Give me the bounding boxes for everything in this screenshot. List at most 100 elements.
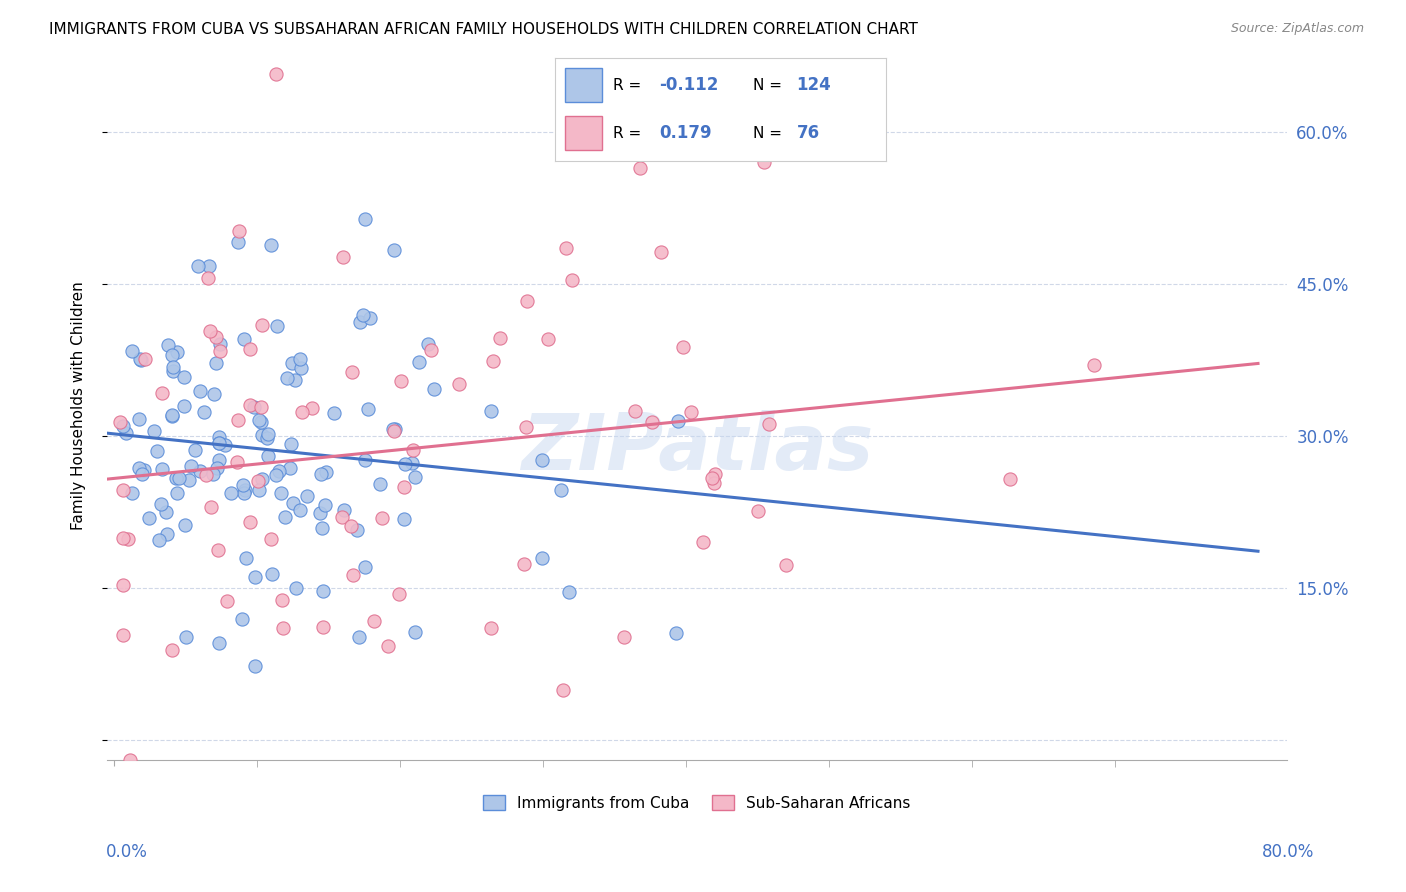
Point — [352, 308, 374, 322]
Point — [349, 315, 371, 329]
Point — [208, 336, 231, 351]
Point — [160, 409, 183, 423]
Point — [108, 415, 131, 429]
Point — [149, 497, 172, 511]
Point — [388, 587, 411, 601]
Point — [449, 376, 471, 391]
Point — [260, 533, 283, 547]
Point — [250, 318, 273, 333]
Point — [117, 532, 139, 546]
Point — [270, 486, 292, 500]
Point — [284, 373, 307, 387]
Point — [134, 351, 156, 366]
Point — [209, 343, 232, 358]
Point — [257, 427, 280, 442]
Point — [613, 630, 636, 644]
Point — [173, 399, 195, 413]
Point — [758, 417, 780, 431]
Point — [155, 505, 177, 519]
Point — [247, 483, 270, 497]
Y-axis label: Family Households with Children: Family Households with Children — [72, 281, 86, 530]
Point — [271, 621, 294, 635]
Point — [340, 519, 363, 533]
Point — [290, 361, 312, 376]
Point — [166, 344, 188, 359]
Point — [228, 413, 250, 427]
Point — [420, 343, 443, 357]
Point — [489, 331, 512, 345]
Point — [112, 531, 135, 545]
Point — [557, 584, 579, 599]
Point — [288, 352, 311, 367]
Point — [205, 329, 228, 343]
Point — [239, 342, 262, 356]
Point — [249, 415, 271, 429]
Point — [239, 515, 262, 529]
Point — [115, 425, 138, 440]
Point — [111, 628, 134, 642]
Point — [198, 324, 221, 338]
Point — [479, 621, 502, 635]
Point — [402, 442, 425, 457]
Point — [217, 593, 239, 607]
Point — [368, 476, 391, 491]
Point — [190, 384, 212, 399]
Point — [160, 643, 183, 657]
Point — [775, 558, 797, 573]
Point — [208, 435, 231, 450]
Point — [160, 409, 183, 423]
Point — [479, 404, 502, 418]
Point — [537, 332, 560, 346]
Point — [184, 443, 207, 458]
Point — [418, 336, 440, 351]
Point — [167, 471, 190, 485]
Point — [231, 612, 253, 626]
Point — [315, 465, 337, 479]
Point — [665, 626, 688, 640]
Point — [228, 224, 250, 238]
Point — [111, 483, 134, 498]
Point — [198, 259, 221, 273]
Point — [239, 398, 262, 412]
Point — [121, 344, 143, 359]
Point — [208, 430, 231, 444]
Point — [363, 614, 385, 628]
Point — [162, 359, 184, 374]
Point — [408, 355, 430, 369]
Point — [256, 431, 278, 445]
Point — [404, 470, 426, 484]
Point — [266, 318, 288, 333]
Text: 0.0%: 0.0% — [105, 843, 148, 861]
Point — [515, 420, 537, 434]
Point — [250, 472, 273, 486]
Point — [704, 467, 727, 482]
Point — [260, 566, 283, 581]
Point — [312, 620, 335, 634]
Point — [353, 560, 375, 574]
Point — [235, 550, 257, 565]
Point — [202, 386, 225, 401]
Point — [129, 352, 152, 367]
Point — [245, 570, 267, 584]
Point — [333, 503, 356, 517]
Point — [232, 332, 254, 346]
Point — [281, 355, 304, 369]
Point — [242, 400, 264, 414]
Point — [309, 507, 332, 521]
Point — [394, 512, 416, 526]
Point — [359, 311, 381, 326]
Point — [247, 413, 270, 427]
Point — [260, 237, 283, 252]
Point — [187, 259, 209, 273]
Point — [354, 453, 377, 467]
Point — [150, 461, 173, 475]
Point — [312, 584, 335, 599]
Point — [143, 424, 166, 438]
Point — [281, 496, 304, 510]
Point — [257, 449, 280, 463]
Point — [377, 639, 399, 653]
Point — [146, 444, 169, 458]
Point — [650, 245, 672, 260]
Legend: Immigrants from Cuba, Sub-Saharan Africans: Immigrants from Cuba, Sub-Saharan Africa… — [477, 789, 917, 816]
Text: ZIPatlas: ZIPatlas — [520, 410, 873, 486]
